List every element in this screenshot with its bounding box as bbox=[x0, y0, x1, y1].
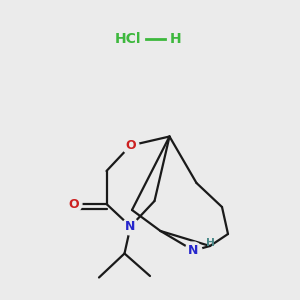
Text: N: N bbox=[125, 220, 136, 233]
Text: N: N bbox=[188, 244, 199, 257]
Circle shape bbox=[185, 242, 202, 259]
Text: O: O bbox=[125, 139, 136, 152]
Text: O: O bbox=[68, 197, 79, 211]
Circle shape bbox=[122, 137, 139, 154]
Text: HCl: HCl bbox=[114, 32, 141, 46]
Text: H: H bbox=[206, 238, 214, 248]
Text: H: H bbox=[170, 32, 181, 46]
Circle shape bbox=[122, 218, 139, 235]
Circle shape bbox=[65, 196, 82, 212]
